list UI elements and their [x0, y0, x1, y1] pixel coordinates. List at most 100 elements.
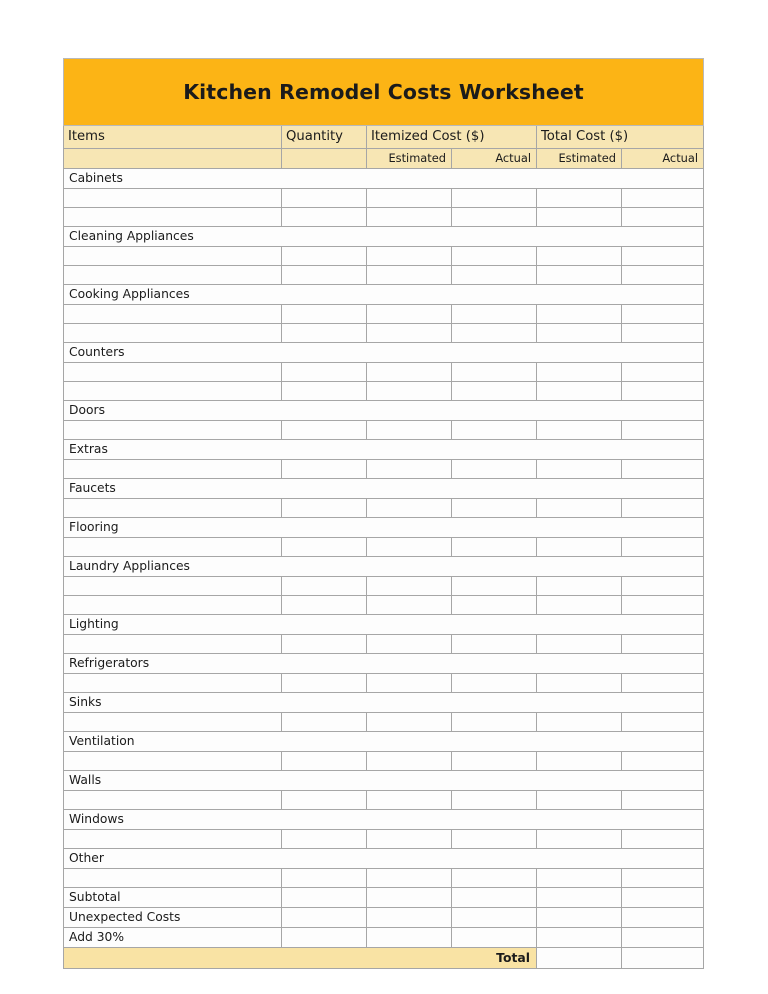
entry-itemized-actual-cell[interactable]: [451, 790, 537, 810]
summary-quantity-cell[interactable]: [281, 887, 367, 908]
entry-item-cell[interactable]: [63, 265, 282, 285]
entry-itemized-actual-cell[interactable]: [451, 537, 537, 557]
entry-itemized-estimated-cell[interactable]: [366, 498, 452, 518]
entry-itemized-estimated-cell[interactable]: [366, 868, 452, 888]
entry-total-actual-cell[interactable]: [620, 323, 705, 343]
entry-total-estimated-cell[interactable]: [536, 246, 622, 266]
entry-quantity-cell[interactable]: [281, 790, 367, 810]
entry-item-cell[interactable]: [63, 751, 282, 771]
entry-itemized-estimated-cell[interactable]: [366, 381, 452, 401]
entry-total-actual-cell[interactable]: [620, 381, 705, 401]
entry-itemized-actual-cell[interactable]: [451, 304, 537, 324]
entry-itemized-actual-cell[interactable]: [451, 246, 537, 266]
entry-item-cell[interactable]: [63, 362, 282, 382]
entry-quantity-cell[interactable]: [281, 207, 367, 227]
entry-itemized-estimated-cell[interactable]: [366, 790, 452, 810]
entry-quantity-cell[interactable]: [281, 576, 367, 596]
entry-itemized-actual-cell[interactable]: [451, 207, 537, 227]
entry-total-actual-cell[interactable]: [620, 246, 705, 266]
entry-itemized-actual-cell[interactable]: [451, 829, 537, 849]
entry-total-actual-cell[interactable]: [620, 829, 705, 849]
entry-total-estimated-cell[interactable]: [536, 595, 622, 615]
entry-itemized-actual-cell[interactable]: [451, 498, 537, 518]
entry-total-actual-cell[interactable]: [620, 362, 705, 382]
entry-itemized-estimated-cell[interactable]: [366, 188, 452, 208]
entry-total-actual-cell[interactable]: [620, 712, 705, 732]
entry-item-cell[interactable]: [63, 829, 282, 849]
entry-itemized-estimated-cell[interactable]: [366, 673, 452, 693]
summary-total-estimated-cell[interactable]: [536, 887, 622, 908]
entry-itemized-estimated-cell[interactable]: [366, 362, 452, 382]
entry-total-actual-cell[interactable]: [620, 537, 705, 557]
entry-item-cell[interactable]: [63, 381, 282, 401]
entry-total-estimated-cell[interactable]: [536, 381, 622, 401]
entry-itemized-estimated-cell[interactable]: [366, 712, 452, 732]
entry-item-cell[interactable]: [63, 790, 282, 810]
entry-item-cell[interactable]: [63, 634, 282, 654]
total-estimated-cell[interactable]: [536, 947, 622, 969]
entry-quantity-cell[interactable]: [281, 323, 367, 343]
entry-quantity-cell[interactable]: [281, 265, 367, 285]
summary-total-estimated-cell[interactable]: [536, 907, 622, 928]
summary-total-actual-cell[interactable]: [620, 927, 705, 948]
entry-itemized-actual-cell[interactable]: [451, 265, 537, 285]
entry-item-cell[interactable]: [63, 498, 282, 518]
entry-quantity-cell[interactable]: [281, 712, 367, 732]
entry-total-estimated-cell[interactable]: [536, 576, 622, 596]
entry-quantity-cell[interactable]: [281, 595, 367, 615]
entry-quantity-cell[interactable]: [281, 362, 367, 382]
entry-total-actual-cell[interactable]: [620, 459, 705, 479]
entry-total-estimated-cell[interactable]: [536, 362, 622, 382]
entry-item-cell[interactable]: [63, 712, 282, 732]
entry-total-estimated-cell[interactable]: [536, 420, 622, 440]
entry-total-actual-cell[interactable]: [620, 576, 705, 596]
entry-total-actual-cell[interactable]: [620, 188, 705, 208]
entry-item-cell[interactable]: [63, 673, 282, 693]
entry-item-cell[interactable]: [63, 188, 282, 208]
entry-quantity-cell[interactable]: [281, 673, 367, 693]
entry-quantity-cell[interactable]: [281, 188, 367, 208]
entry-total-estimated-cell[interactable]: [536, 829, 622, 849]
entry-total-actual-cell[interactable]: [620, 420, 705, 440]
entry-total-estimated-cell[interactable]: [536, 323, 622, 343]
entry-total-actual-cell[interactable]: [620, 304, 705, 324]
summary-itemized-actual-cell[interactable]: [451, 887, 537, 908]
entry-total-actual-cell[interactable]: [620, 265, 705, 285]
entry-itemized-actual-cell[interactable]: [451, 634, 537, 654]
entry-quantity-cell[interactable]: [281, 537, 367, 557]
entry-total-actual-cell[interactable]: [620, 868, 705, 888]
entry-itemized-estimated-cell[interactable]: [366, 246, 452, 266]
entry-itemized-actual-cell[interactable]: [451, 576, 537, 596]
entry-itemized-actual-cell[interactable]: [451, 712, 537, 732]
entry-item-cell[interactable]: [63, 207, 282, 227]
entry-itemized-estimated-cell[interactable]: [366, 459, 452, 479]
summary-itemized-actual-cell[interactable]: [451, 907, 537, 928]
entry-total-actual-cell[interactable]: [620, 595, 705, 615]
summary-total-actual-cell[interactable]: [620, 887, 705, 908]
entry-quantity-cell[interactable]: [281, 381, 367, 401]
summary-itemized-estimated-cell[interactable]: [366, 927, 452, 948]
entry-total-estimated-cell[interactable]: [536, 459, 622, 479]
entry-quantity-cell[interactable]: [281, 829, 367, 849]
entry-item-cell[interactable]: [63, 304, 282, 324]
entry-quantity-cell[interactable]: [281, 634, 367, 654]
summary-itemized-estimated-cell[interactable]: [366, 907, 452, 928]
entry-itemized-actual-cell[interactable]: [451, 459, 537, 479]
entry-total-estimated-cell[interactable]: [536, 712, 622, 732]
entry-itemized-estimated-cell[interactable]: [366, 751, 452, 771]
entry-itemized-estimated-cell[interactable]: [366, 323, 452, 343]
entry-itemized-estimated-cell[interactable]: [366, 207, 452, 227]
entry-total-actual-cell[interactable]: [620, 790, 705, 810]
entry-total-actual-cell[interactable]: [620, 673, 705, 693]
entry-itemized-estimated-cell[interactable]: [366, 265, 452, 285]
entry-itemized-estimated-cell[interactable]: [366, 576, 452, 596]
entry-total-estimated-cell[interactable]: [536, 751, 622, 771]
entry-item-cell[interactable]: [63, 459, 282, 479]
entry-total-actual-cell[interactable]: [620, 498, 705, 518]
entry-total-estimated-cell[interactable]: [536, 498, 622, 518]
entry-itemized-actual-cell[interactable]: [451, 381, 537, 401]
entry-total-estimated-cell[interactable]: [536, 207, 622, 227]
entry-total-estimated-cell[interactable]: [536, 634, 622, 654]
entry-total-estimated-cell[interactable]: [536, 673, 622, 693]
entry-item-cell[interactable]: [63, 246, 282, 266]
